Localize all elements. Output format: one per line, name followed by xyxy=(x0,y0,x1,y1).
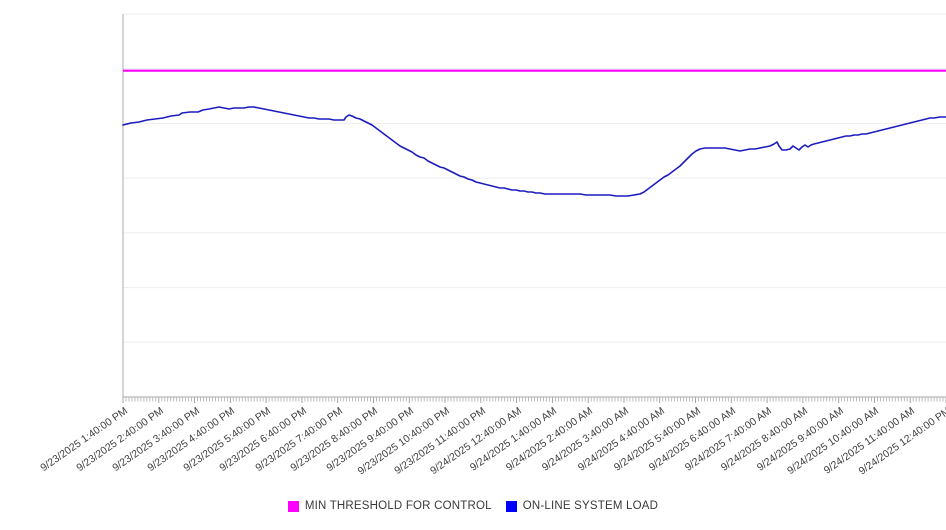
x-axis-ticks xyxy=(122,397,946,403)
legend-color-swatch xyxy=(287,500,299,512)
legend-label: ON-LINE SYSTEM LOAD xyxy=(522,500,659,512)
gridlines xyxy=(123,13,946,343)
on-line-system-load-line xyxy=(122,106,946,197)
legend-color-swatch xyxy=(505,500,517,512)
chart-legend: MIN THRESHOLD FOR CONTROL ON-LINE SYSTEM … xyxy=(0,496,946,516)
legend-item[interactable]: ON-LINE SYSTEM LOAD xyxy=(505,500,659,512)
legend-item[interactable]: MIN THRESHOLD FOR CONTROL xyxy=(287,500,492,512)
legend-label: MIN THRESHOLD FOR CONTROL xyxy=(304,500,492,512)
